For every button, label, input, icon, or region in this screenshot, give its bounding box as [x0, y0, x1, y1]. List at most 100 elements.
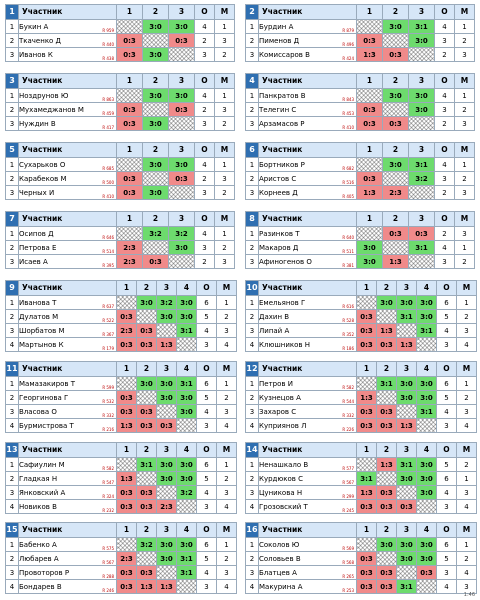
- match-score[interactable]: 0:3: [382, 226, 409, 241]
- match-score[interactable]: 0:3: [156, 418, 177, 433]
- match-score[interactable]: 3:0: [376, 537, 397, 552]
- player-name[interactable]: Янковский А R 324: [18, 485, 117, 500]
- player-name[interactable]: Сафиулин М R 582: [18, 457, 117, 472]
- match-score[interactable]: 3:0: [408, 33, 435, 48]
- match-score[interactable]: 3:0: [416, 295, 437, 310]
- match-score[interactable]: 3:1: [396, 309, 417, 324]
- player-name[interactable]: Карабеков М R 500: [18, 171, 117, 186]
- match-score[interactable]: 3:1: [396, 579, 417, 594]
- match-score[interactable]: 0:3: [396, 499, 417, 514]
- player-name[interactable]: Ноздрунов Ю R 863: [18, 88, 117, 103]
- player-name[interactable]: Иванов К R 438: [18, 47, 117, 62]
- player-name[interactable]: Сухарьков О R 685: [18, 157, 117, 172]
- match-score[interactable]: 0:3: [376, 337, 397, 352]
- match-score[interactable]: 3:2: [156, 295, 177, 310]
- match-score[interactable]: 0:3: [136, 404, 157, 419]
- match-score[interactable]: 0:3: [168, 102, 195, 117]
- player-name[interactable]: Емельянов Г R 616: [258, 295, 357, 310]
- player-name[interactable]: Осипов Д R 646: [18, 226, 117, 241]
- match-score[interactable]: 3:0: [168, 88, 195, 103]
- player-name[interactable]: Петров И R 582: [258, 376, 357, 391]
- player-name[interactable]: Бурмистрова Т R 216: [18, 418, 117, 433]
- player-name[interactable]: Соловьев В R 568: [258, 551, 357, 566]
- match-score[interactable]: 3:0: [156, 551, 177, 566]
- match-score[interactable]: 0:3: [116, 499, 137, 514]
- match-score[interactable]: 3:0: [142, 185, 169, 200]
- player-name[interactable]: Комиссаров В R 424: [258, 47, 357, 62]
- player-name[interactable]: Ткаченко Д R 440: [18, 33, 117, 48]
- player-name[interactable]: Исаев А R 395: [18, 254, 117, 269]
- player-name[interactable]: Панкратов В R 843: [258, 88, 357, 103]
- match-score[interactable]: 0:3: [382, 116, 409, 131]
- match-score[interactable]: 0:3: [142, 254, 169, 269]
- player-name[interactable]: Макурина А R 253: [258, 579, 357, 594]
- match-score[interactable]: 0:3: [356, 33, 383, 48]
- match-score[interactable]: 3:1: [176, 565, 197, 580]
- match-score[interactable]: 0:3: [116, 579, 137, 594]
- match-score[interactable]: 1:3: [356, 390, 377, 405]
- match-score[interactable]: 0:3: [376, 485, 397, 500]
- match-score[interactable]: 0:3: [168, 33, 195, 48]
- player-name[interactable]: Блатцев А R 265: [258, 565, 357, 580]
- match-score[interactable]: 0:3: [116, 33, 143, 48]
- player-name[interactable]: Дахин В R 528: [258, 309, 357, 324]
- player-name[interactable]: Любарев А R 567: [18, 551, 117, 566]
- match-score[interactable]: 0:3: [136, 418, 157, 433]
- match-score[interactable]: 1:3: [356, 485, 377, 500]
- match-score[interactable]: 0:3: [376, 579, 397, 594]
- match-score[interactable]: 3:0: [168, 240, 195, 255]
- match-score[interactable]: 1:3: [156, 337, 177, 352]
- match-score[interactable]: 0:3: [376, 404, 397, 419]
- match-score[interactable]: 3:0: [416, 485, 437, 500]
- match-score[interactable]: 0:3: [168, 171, 195, 186]
- match-score[interactable]: 3:0: [356, 254, 383, 269]
- player-name[interactable]: Бабенко А R 575: [18, 537, 117, 552]
- player-name[interactable]: Корнеев Д R 405: [258, 185, 357, 200]
- match-score[interactable]: 3:0: [416, 457, 437, 472]
- player-name[interactable]: Захаров С R 332: [258, 404, 357, 419]
- match-score[interactable]: 1:3: [116, 471, 137, 486]
- match-score[interactable]: 3:0: [168, 157, 195, 172]
- match-score[interactable]: 3:0: [408, 102, 435, 117]
- match-score[interactable]: 1:3: [356, 185, 383, 200]
- player-name[interactable]: Курдюков С R 567: [258, 471, 357, 486]
- player-name[interactable]: Дулатов М R 522: [18, 309, 117, 324]
- match-score[interactable]: 0:3: [116, 404, 137, 419]
- match-score[interactable]: 0:3: [116, 102, 143, 117]
- match-score[interactable]: 3:0: [176, 390, 197, 405]
- match-score[interactable]: 0:3: [376, 418, 397, 433]
- player-name[interactable]: Петрова Е R 514: [18, 240, 117, 255]
- match-score[interactable]: 3:0: [408, 88, 435, 103]
- match-score[interactable]: 1:3: [156, 579, 177, 594]
- player-name[interactable]: Клюшников Н R 186: [258, 337, 357, 352]
- player-name[interactable]: Пименов Д R 496: [258, 33, 357, 48]
- match-score[interactable]: 3:0: [176, 309, 197, 324]
- match-score[interactable]: 0:3: [116, 185, 143, 200]
- match-score[interactable]: 3:0: [396, 295, 417, 310]
- player-name[interactable]: Черных И R 410: [18, 185, 117, 200]
- match-score[interactable]: 3:0: [396, 537, 417, 552]
- player-name[interactable]: Бортников Р R 682: [258, 157, 357, 172]
- match-score[interactable]: 3:0: [396, 376, 417, 391]
- player-name[interactable]: Липай А R 352: [258, 323, 357, 338]
- match-score[interactable]: 3:1: [408, 19, 435, 34]
- player-name[interactable]: Соколов Ю R 569: [258, 537, 357, 552]
- player-name[interactable]: Шорбатов М R 367: [18, 323, 117, 338]
- match-score[interactable]: 1:3: [356, 47, 383, 62]
- player-name[interactable]: Георгинова Г R 532: [18, 390, 117, 405]
- match-score[interactable]: 3:2: [136, 537, 157, 552]
- match-score[interactable]: 3:0: [136, 295, 157, 310]
- player-name[interactable]: Разинков Т R 640: [258, 226, 357, 241]
- match-score[interactable]: 3:1: [376, 376, 397, 391]
- match-score[interactable]: 0:3: [356, 171, 383, 186]
- match-score[interactable]: 3:1: [176, 376, 197, 391]
- match-score[interactable]: 3:0: [382, 157, 409, 172]
- match-score[interactable]: 1:3: [376, 457, 397, 472]
- match-score[interactable]: 3:0: [396, 471, 417, 486]
- match-score[interactable]: 0:3: [356, 102, 383, 117]
- match-score[interactable]: 3:0: [382, 19, 409, 34]
- match-score[interactable]: 3:0: [156, 309, 177, 324]
- match-score[interactable]: 3:0: [416, 309, 437, 324]
- match-score[interactable]: 2:3: [116, 254, 143, 269]
- player-name[interactable]: Афиногенов О R 381: [258, 254, 357, 269]
